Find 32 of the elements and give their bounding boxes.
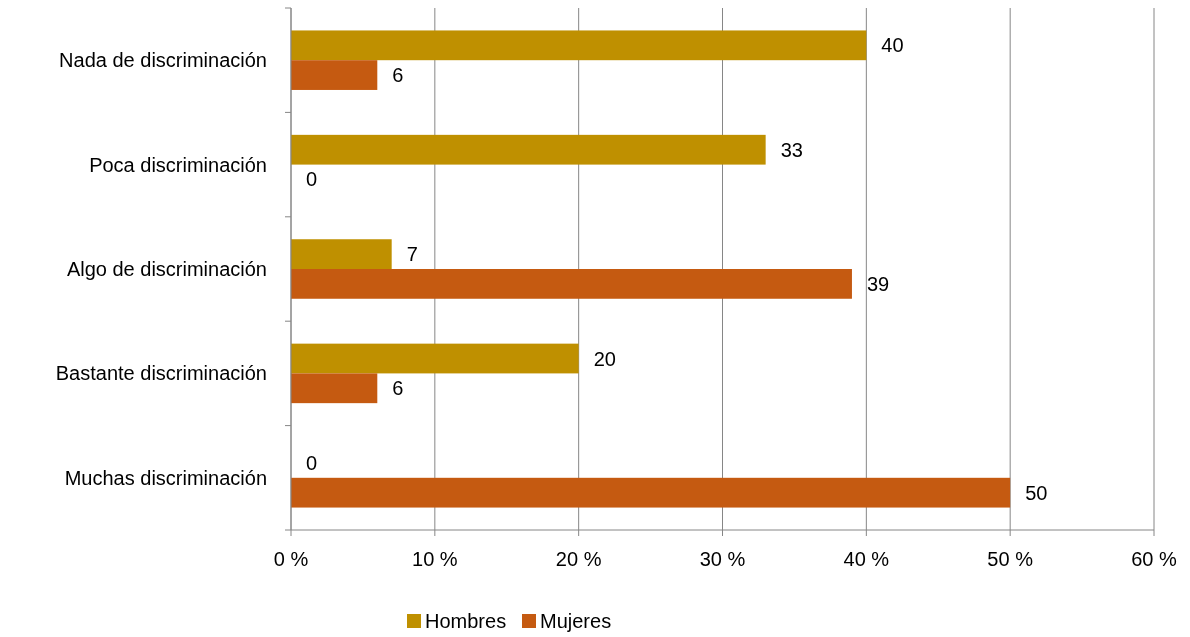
legend-label: Hombres [425, 610, 507, 632]
y-tick-label: Bastante discriminación [55, 362, 267, 385]
x-tick-label: 40 % [843, 548, 890, 570]
bar [291, 30, 867, 61]
x-tick-label: 50 % [987, 548, 1034, 570]
data-label: 39 [866, 272, 890, 295]
x-tick-label: 0 % [273, 548, 309, 570]
data-label: 0 [306, 451, 318, 474]
x-tick-label: 60 % [1131, 548, 1178, 570]
data-label: 7 [406, 243, 418, 266]
data-label: 33 [780, 138, 803, 161]
bar [291, 60, 378, 90]
x-tick-label: 30 % [699, 548, 746, 570]
y-tick-label: Nada de discriminación [59, 49, 267, 72]
y-tick-label: Algo de discriminación [66, 258, 267, 280]
data-label: 50 [1025, 481, 1048, 504]
bar [291, 373, 378, 404]
bar [291, 477, 1011, 508]
x-tick-label: 10 % [412, 548, 458, 570]
data-label: 0 [306, 168, 318, 191]
data-label: 6 [392, 64, 404, 87]
data-label: 40 [881, 34, 904, 57]
bar [291, 239, 392, 269]
bar [291, 343, 579, 374]
legend-label: Mujeres [540, 610, 612, 632]
bar [291, 134, 766, 165]
bar [291, 269, 852, 299]
y-tick-label: Poca discriminación [89, 153, 267, 176]
x-tick-label: 20 % [555, 548, 602, 570]
data-label: 6 [392, 377, 404, 400]
data-label: 20 [593, 347, 616, 370]
y-tick-label: Muchas discriminación [64, 466, 267, 489]
